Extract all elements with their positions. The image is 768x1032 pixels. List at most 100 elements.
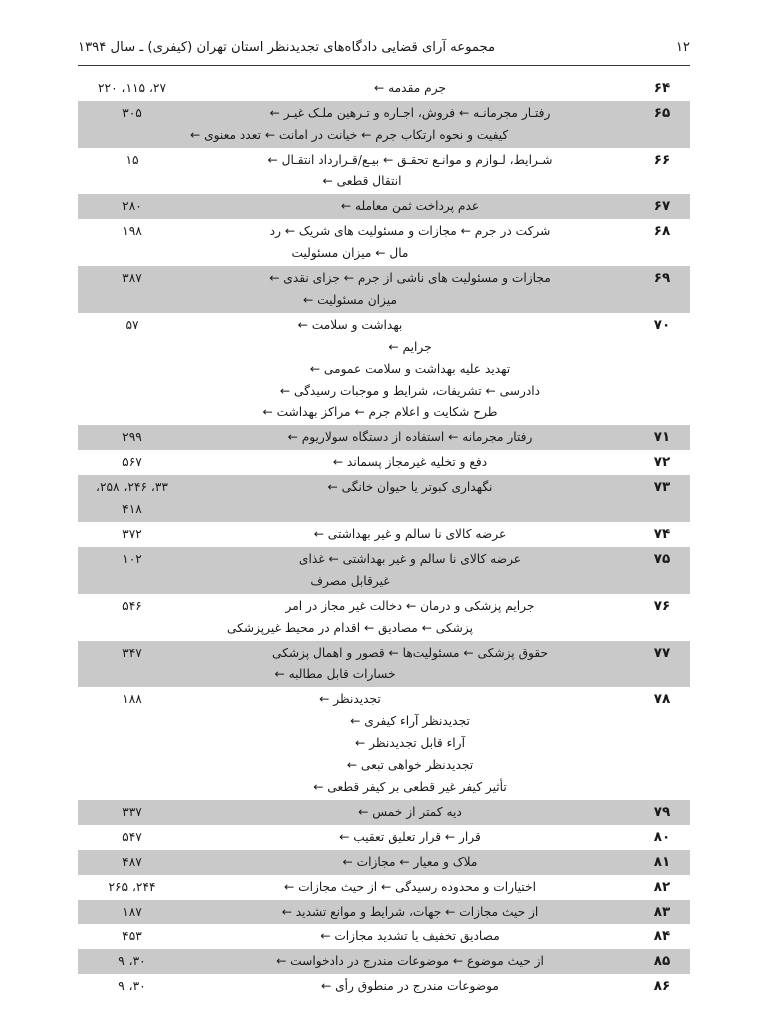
index-row: ۶۴ جرم مقدمه ← ۲۷، ۱۱۵، ۲۲۰ [78, 76, 690, 101]
index-row-continuation: کیفیت و نحوه ارتکاب جرم ← خیانت در امانت… [78, 126, 690, 148]
entry-page-refs-continued [78, 629, 186, 632]
entry-page-refs-continued [78, 301, 186, 304]
entry-number: ۷۹ [653, 803, 671, 820]
entry-number: ۶۷ [653, 198, 671, 215]
entry-page-refs: ۳۴۷ [122, 645, 142, 660]
entry-page-refs-continued [78, 136, 186, 139]
entry-subject: مصادیق تخفیف یا تشدید مجازات ← [320, 929, 500, 944]
header-title: مجموعه آرای قضایی دادگاه‌های تجدیدنظر اس… [78, 40, 496, 55]
entry-page-refs: ۳۰، ۹ [118, 954, 146, 969]
index-row: ۶۵ رفتـار مجرمانـه ← فروش، اجـاره و تـرهی… [78, 100, 690, 148]
index-row-continuation: طرح شکایت و اعلام جرم ← مراکز بهداشت ← [78, 403, 690, 425]
entry-subject: شـرایط، لـوازم و موانـع تحقـق ← بیـع/قـر… [267, 152, 553, 167]
entry-number: ۸۶ [653, 978, 671, 995]
entry-subject: قرار ← قرار تعلیق تعقیب ← [339, 829, 481, 844]
entry-subject-continued [186, 510, 634, 513]
entry-subject: نگهداری کبوتر یا حیوان خانگی ← [327, 480, 493, 495]
entry-page-refs-continued [78, 744, 186, 747]
index-row-continuation: تجدیدنظر آراء کیفری ← [78, 712, 690, 734]
index-row-main: ۶۸ شرکت در جرم ← مجازات و مسئولیت های شری… [78, 219, 690, 244]
entry-page-refs-continued [78, 370, 186, 373]
entry-number: ۶۸ [653, 223, 671, 240]
index-row: ۶۶ شـرایط، لـوازم و موانـع تحقـق ← بیـع/ق… [78, 148, 690, 195]
index-row-continuation: میزان مسئولیت ← [78, 291, 690, 313]
index-row-continuation: دادرسی ← تشریفات، شرایط و موجبات رسیدگی … [78, 382, 690, 404]
entry-subject-continued: کیفیت و نحوه ارتکاب جرم ← خیانت در امانت… [190, 127, 509, 142]
index-row-main: ۸۰ قرار ← قرار تعلیق تعقیب ← ۵۴۷ [78, 825, 690, 850]
index-row: ۶۸ شرکت در جرم ← مجازات و مسئولیت های شری… [78, 219, 690, 266]
entry-page-refs: ۵۴۷ [122, 829, 142, 844]
page-folio-number: ۱۲ [675, 40, 690, 55]
entry-page-refs-continued [78, 413, 186, 416]
index-row-main: ۶۹ مجازات و مسئولیت های ناشی از جرم ← جزا… [78, 266, 690, 291]
entry-page-refs: ۲۴۴، ۲۶۵ [108, 879, 156, 894]
entry-subject-continued: انتقال قطعی ← [322, 174, 402, 189]
entry-page-refs: ۳۳، ۲۴۶، ۲۵۸، [96, 480, 168, 495]
entry-number: ۸۱ [653, 853, 671, 870]
entry-number: ۷۴ [653, 526, 671, 543]
index-row-continuation: پزشکی ← مصادیق ← اقدام در محیط غیرپزشکی [78, 619, 690, 641]
entry-subject-continued: مال ← میزان مسئولیت [291, 246, 409, 261]
entry-number: ۶۴ [653, 79, 671, 96]
entry-page-refs: ۳۷۲ [122, 527, 142, 542]
entry-subject-continued: تجدیدنظر خواهی تبعی ← [346, 758, 474, 773]
entry-subject-continued: تهدید علیه بهداشت و سلامت عمومی ← [309, 361, 511, 376]
index-row: ۷۸ تجدیدنظر ← ۱۸۸ تجدیدنظر آراء کیفری ← آراء… [78, 687, 690, 800]
entry-page-refs: ۱۹۸ [122, 224, 142, 239]
entry-subject: حقوق پزشکی ← مسئولیت‌ها ← قصور و اهمال پ… [271, 645, 549, 660]
index-row: ۷۲ دفع و تخلیه غیرمجاز پسماند ← ۵۶۷ [78, 450, 690, 475]
index-row-continuation: تجدیدنظر خواهی تبعی ← [78, 756, 690, 778]
entry-number: ۷۰ [653, 316, 671, 333]
entry-page-refs: ۱۰۲ [122, 551, 142, 566]
entry-page-refs: ۲۷، ۱۱۵، ۲۲۰ [98, 80, 166, 95]
index-row-main: ۷۷ حقوق پزشکی ← مسئولیت‌ها ← قصور و اهمال… [78, 641, 690, 666]
index-row-continuation: جرایم ← [78, 338, 690, 360]
entry-subject: جرم مقدمه ← [374, 80, 446, 95]
index-row-main: ۷۹ دیه کمتر از خمس ← ۳۳۷ [78, 800, 690, 825]
entry-subject-continued: آراء قابل تجدیدنظر ← [355, 736, 465, 751]
index-row: ۸۱ ملاک و معیار ← مجازات ← ۴۸۷ [78, 849, 690, 875]
entry-page-refs: ۲۸۰ [122, 199, 142, 214]
entry-subject-continued: خسارات قابل مطالبه ← [274, 667, 396, 682]
entry-subject: رفتار مجرمانه ← استفاده از دستگاه سولاری… [287, 430, 533, 445]
entry-page-refs-continued [78, 675, 186, 678]
index-row-continuation: غیرقابل مصرف [78, 572, 690, 594]
entry-number: ۷۵ [653, 550, 671, 567]
entry-number: ۷۶ [653, 597, 671, 614]
entry-number: ۷۸ [653, 691, 671, 708]
entry-number: ۶۵ [653, 104, 671, 121]
entry-number: ۷۲ [653, 454, 671, 471]
entry-page-refs: ۳۰۵ [122, 105, 142, 120]
index-row-main: ۶۵ رفتـار مجرمانـه ← فروش، اجـاره و تـرهی… [78, 101, 690, 126]
index-row: ۶۷ عدم پرداخت ثمن معامله ← ۲۸۰ [78, 194, 690, 220]
entry-number: ۶۹ [653, 270, 671, 287]
entry-page-refs-continued [78, 788, 186, 791]
entry-page-refs: ۳۳۷ [122, 804, 142, 819]
entry-subject: شرکت در جرم ← مجازات و مسئولیت های شریک … [269, 224, 551, 239]
entry-subject-continued: جرایم ← [388, 339, 432, 354]
entry-number: ۸۰ [653, 828, 671, 845]
entry-subject: تجدیدنظر ← [319, 692, 381, 707]
index-row-continuation: آراء قابل تجدیدنظر ← [78, 734, 690, 756]
entry-subject: عرضه کالای نا سالم و غیر بهداشتی ← [313, 527, 507, 542]
entry-number: ۸۲ [653, 878, 671, 895]
entry-number: ۸۵ [653, 953, 671, 970]
index-row: ۷۹ دیه کمتر از خمس ← ۳۳۷ [78, 799, 690, 825]
index-row: ۷۵ عرضه کالای نا سالم و غیر بهداشتی ← غذا… [78, 546, 690, 594]
index-table: ۶۴ جرم مقدمه ← ۲۷، ۱۱۵، ۲۲۰ ۶۵ رفتـار مجرمان… [78, 76, 690, 999]
entry-subject: دیه کمتر از خمس ← [358, 804, 462, 819]
entry-page-refs: ۴۵۳ [122, 929, 142, 944]
entry-subject-continued: تأثیر کیفر غیر قطعی بر کیفر قطعی ← [313, 779, 507, 794]
index-row-continuation: خسارات قابل مطالبه ← [78, 665, 690, 687]
index-row: ۷۶ جرایم پزشکی و درمان ← دخالت غیر مجاز د… [78, 594, 690, 641]
index-row-main: ۷۶ جرایم پزشکی و درمان ← دخالت غیر مجاز د… [78, 594, 690, 619]
entry-subject-continued: طرح شکایت و اعلام جرم ← مراکز بهداشت ← [262, 405, 498, 420]
entry-page-refs-continued [78, 254, 186, 257]
index-row-continuation: تأثیر کیفر غیر قطعی بر کیفر قطعی ← [78, 778, 690, 800]
entry-page-refs: ۵۷ [125, 317, 139, 332]
index-row-main: ۷۸ تجدیدنظر ← ۱۸۸ [78, 687, 690, 712]
index-row-main: ۷۰ بهداشت و سلامت ← ۵۷ [78, 313, 690, 338]
entry-subject: از حیث موضوع ← موضوعات مندرج در دادخواست… [276, 954, 544, 969]
entry-page-refs: ۳۸۷ [122, 271, 142, 286]
entry-page-refs-continued [78, 348, 186, 351]
